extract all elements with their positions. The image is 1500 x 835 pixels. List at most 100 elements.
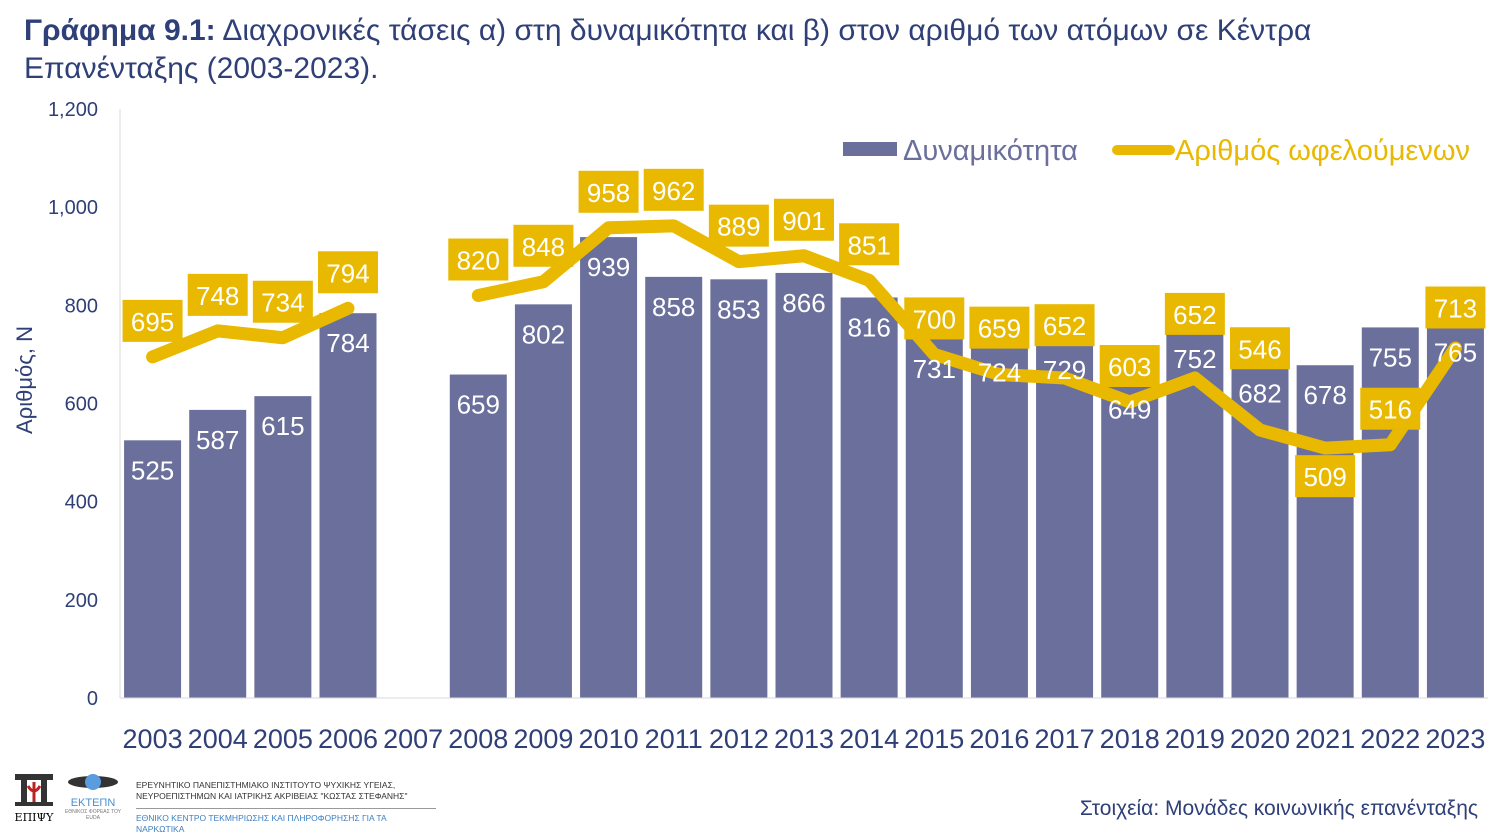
bar-value-label: 858: [652, 292, 695, 322]
bar: [514, 304, 572, 698]
column-icon: [15, 774, 53, 806]
line-value-label: 901: [782, 206, 825, 236]
line-value-label: 848: [522, 232, 565, 262]
bar-value-label: 615: [261, 411, 304, 441]
x-tick-label: 2003: [123, 724, 183, 754]
line-label-box: [643, 168, 704, 211]
bar: [254, 396, 312, 698]
bar-value-label: 752: [1173, 344, 1216, 374]
bar: [1361, 327, 1419, 698]
line-label-box: [708, 204, 769, 247]
line-value-label: 889: [717, 212, 760, 242]
line-value-label: 962: [652, 176, 695, 206]
bar: [775, 272, 833, 698]
x-tick-label: 2016: [969, 724, 1029, 754]
x-tick-label: 2014: [839, 724, 899, 754]
line-label-box: [904, 297, 965, 340]
source-note: Στοιχεία: Μονάδες κοινωνικής επανένταξης: [1079, 797, 1478, 820]
bar-value-label: 587: [196, 425, 239, 455]
x-tick-label: 2009: [513, 724, 573, 754]
bar-value-label: 525: [131, 455, 174, 485]
eye-icon: [68, 774, 118, 790]
y-tick-label: 1,000: [48, 197, 98, 219]
x-tick-label: 2019: [1165, 724, 1225, 754]
bar: [189, 409, 247, 698]
bar-value-label: 731: [913, 354, 956, 384]
line-label-box: [252, 280, 313, 323]
line-label-box: [122, 299, 183, 342]
bar: [905, 339, 963, 698]
legend-bar-label: Δυναμικότητα: [903, 135, 1078, 167]
bar: [449, 374, 507, 698]
institute-text: ΕΡΕΥΝΗΤΙΚΟ ΠΑΝΕΠΙΣΤΗΜΙΑΚΟ ΙΝΣΤΙΤΟΥΤΟ ΨΥΧ…: [136, 780, 436, 835]
line-value-label: 958: [587, 178, 630, 208]
bar: [319, 313, 377, 698]
bar-value-label: 659: [457, 390, 500, 420]
bar-value-label: 729: [1043, 355, 1086, 385]
line-value-label: 652: [1173, 300, 1216, 330]
x-tick-label: 2013: [774, 724, 834, 754]
x-tick-label: 2010: [579, 724, 639, 754]
bar-value-label: 802: [522, 319, 565, 349]
line-value-label: 659: [978, 314, 1021, 344]
line-label-box: [1360, 387, 1421, 430]
epipsy-logo: ΕΠΙΨΥ: [8, 772, 60, 824]
line-label-box: [513, 224, 574, 267]
bar: [710, 279, 768, 698]
institute-line1: ΕΡΕΥΝΗΤΙΚΟ ΠΑΝΕΠΙΣΤΗΜΙΑΚΟ ΙΝΣΤΙΤΟΥΤΟ ΨΥΧ…: [136, 780, 396, 790]
line-value-label: 748: [196, 281, 239, 311]
bar-value-label: 678: [1303, 380, 1346, 410]
line-value-label: 851: [847, 230, 890, 260]
bar: [970, 342, 1028, 698]
x-tick-label: 2012: [709, 724, 769, 754]
x-tick-label: 2021: [1295, 724, 1355, 754]
line-label-box: [1034, 304, 1095, 347]
line-value-label: 603: [1108, 352, 1151, 382]
line-value-label: 713: [1434, 294, 1477, 324]
bar-value-label: 755: [1369, 342, 1412, 372]
line-label-box: [1295, 455, 1356, 498]
line-value-label: 695: [131, 307, 174, 337]
line-value-label: 734: [261, 288, 304, 318]
line-label-box: [969, 306, 1030, 349]
logo2-subtext: ΕΘΝΙΚΟΣ ΦΟΡΕΑΣ ΤΟΥ EUDA: [64, 809, 122, 821]
x-tick-label: 2020: [1230, 724, 1290, 754]
line-value-label: 546: [1238, 334, 1281, 364]
y-axis-label: Αριθμός, Ν: [12, 326, 37, 434]
line-label-box: [448, 238, 509, 281]
line-label-box: [1230, 327, 1290, 370]
x-tick-label: 2011: [645, 724, 703, 754]
bar-value-label: 682: [1238, 378, 1281, 408]
x-tick-label: 2005: [253, 724, 313, 754]
line-label-box: [1164, 292, 1225, 335]
logo2-text: ΕΚΤΕΠΝ: [70, 797, 116, 809]
line-value-label: 652: [1043, 311, 1086, 341]
bar: [1036, 340, 1094, 698]
y-tick-label: 1,200: [48, 99, 98, 121]
y-tick-label: 200: [65, 590, 98, 612]
line-label-box: [318, 251, 378, 294]
bar-value-label: 724: [978, 358, 1021, 388]
line-label-box: [187, 273, 248, 316]
logo1-text: ΕΠΙΨΥ: [14, 811, 54, 824]
line-series: [146, 301, 355, 364]
legend-line-label: Αριθμός ωφελούμενων: [1175, 135, 1470, 167]
x-tick-label: 2017: [1035, 724, 1095, 754]
bar: [580, 237, 638, 699]
line-label-box: [774, 198, 834, 241]
title-number: Γράφημα 9.1:: [24, 14, 216, 47]
line-label-box: [1425, 286, 1486, 329]
bar-value-label: 784: [326, 328, 369, 358]
line-label-box: [1099, 345, 1160, 388]
y-tick-label: 400: [65, 492, 98, 514]
chart-title: Γράφημα 9.1: Διαχρονικές τάσεις α) στη δ…: [24, 12, 1484, 88]
title-text: Διαχρονικές τάσεις α) στη δυναμικότητα κ…: [24, 14, 1312, 85]
y-tick-label: 800: [65, 295, 98, 317]
bar: [1101, 379, 1159, 698]
bar-value-label: 939: [587, 252, 630, 282]
x-tick-label: 2004: [188, 724, 248, 754]
bar: [840, 297, 898, 698]
legend-bar-swatch: [843, 142, 897, 156]
institute-line3: ΕΘΝΙΚΟ ΚΕΝΤΡΟ ΤΕΚΜΗΡΙΩΣΗΣ ΚΑΙ ΠΛΗΡΟΦΟΡΗΣ…: [136, 808, 436, 835]
